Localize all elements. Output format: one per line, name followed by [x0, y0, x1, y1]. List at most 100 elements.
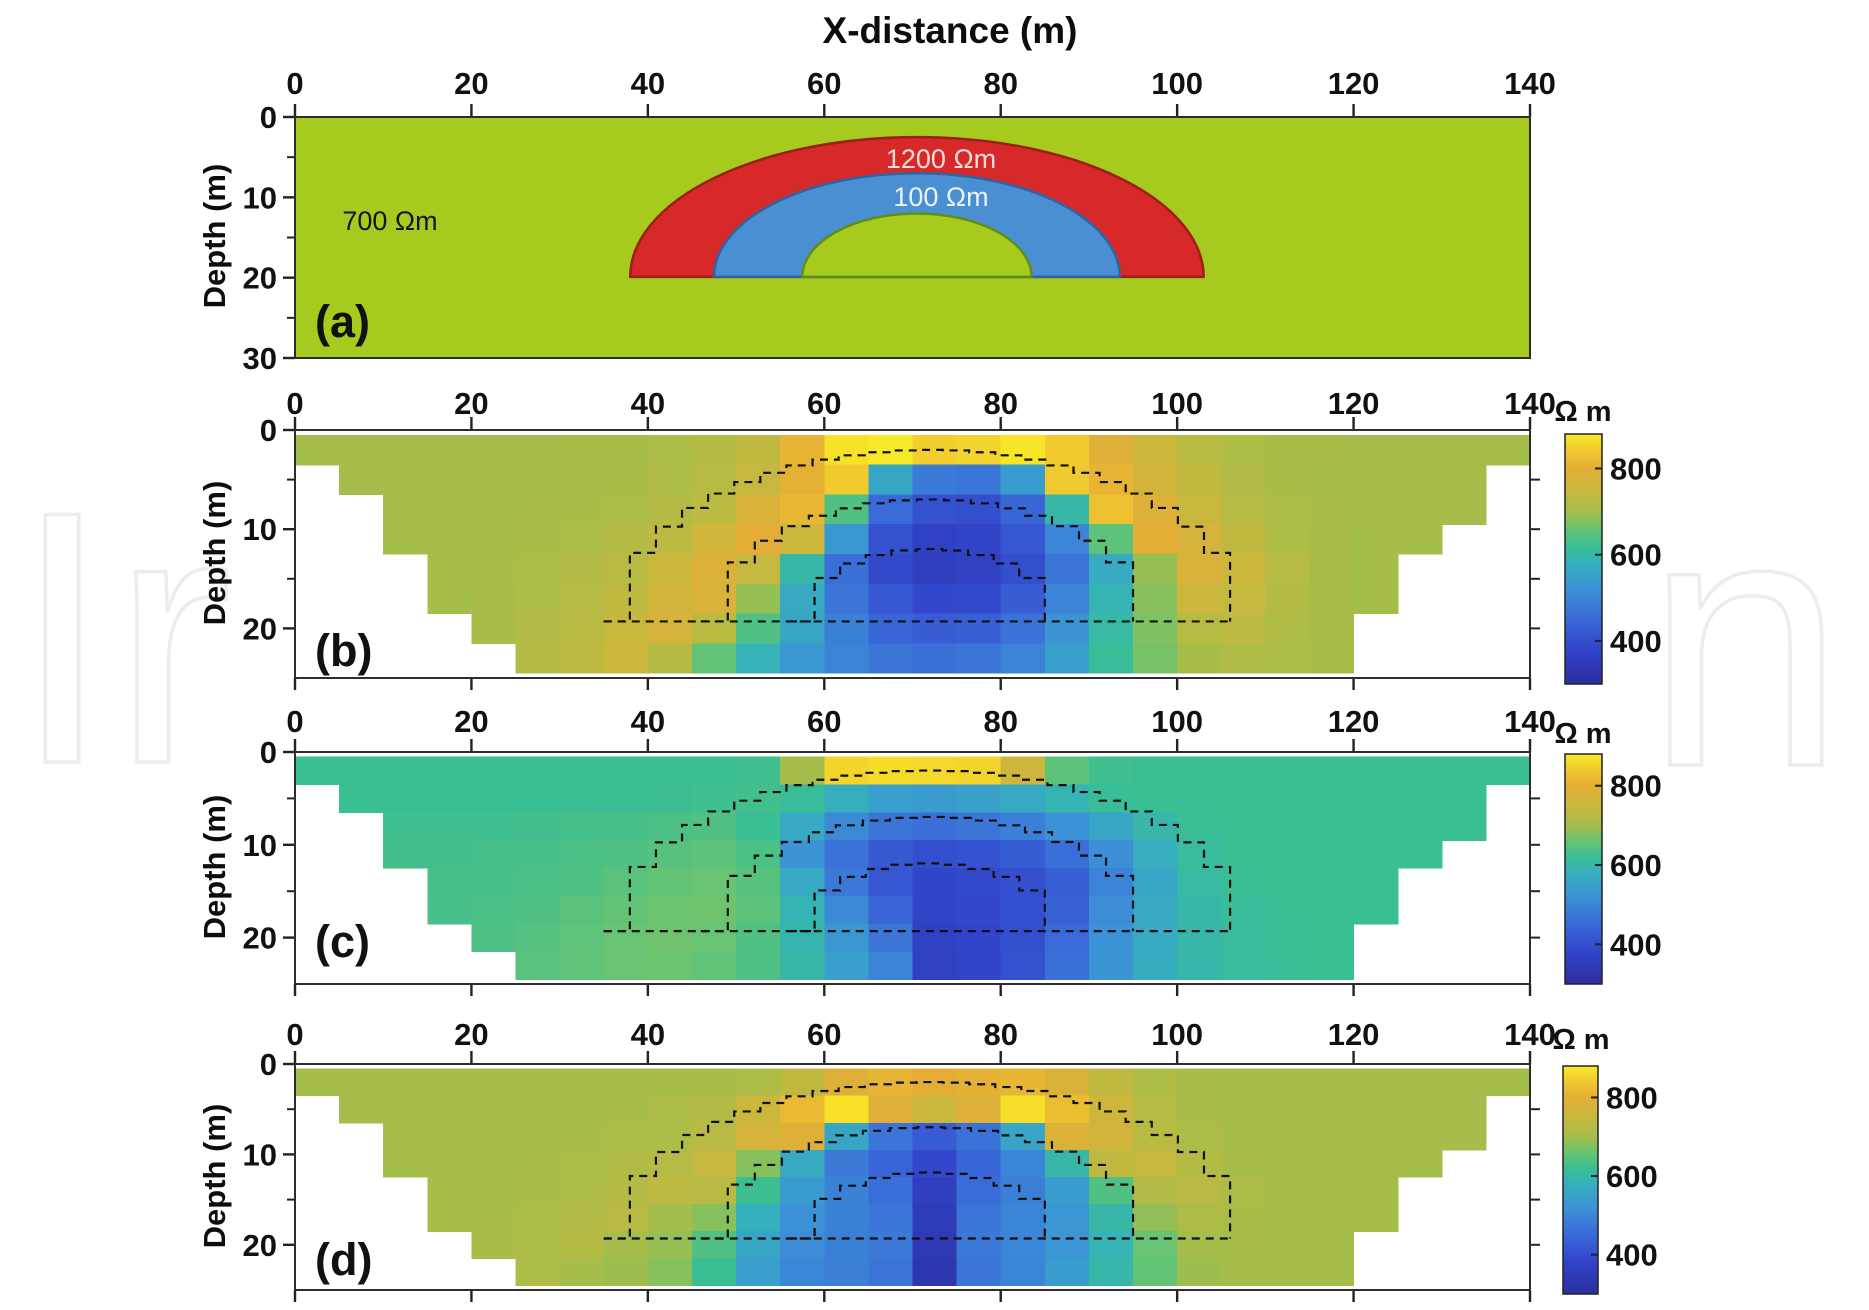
heatmap-cell — [471, 1095, 517, 1124]
heatmap-cell — [1044, 1095, 1090, 1124]
watermark-left-text: Ir — [12, 437, 232, 839]
heatmap-cell — [515, 1204, 561, 1232]
heatmap-cell — [339, 1068, 384, 1097]
heatmap-cell — [471, 613, 517, 644]
colorbar-title-d: Ω m — [1552, 1024, 1610, 1056]
heatmap-cell — [1397, 1149, 1443, 1178]
heatmap-cell — [1309, 951, 1355, 980]
heatmap-cell — [1353, 1122, 1399, 1151]
heatmap-cell — [427, 1068, 473, 1097]
heatmap-cell — [868, 1149, 914, 1178]
heatmap-cell — [780, 1204, 825, 1232]
heatmap-cell — [1000, 583, 1046, 615]
heatmap-cell — [1441, 784, 1487, 813]
heatmap-cell — [471, 895, 517, 925]
heatmap-cell — [1221, 756, 1266, 786]
heatmap-cells — [295, 434, 1531, 674]
heatmap-cell — [1441, 1095, 1487, 1124]
heatmap-cell — [868, 756, 914, 786]
heatmap-cell — [1000, 812, 1046, 841]
heatmap-cell — [427, 524, 473, 555]
heatmap-cell — [515, 840, 561, 869]
heatmap-cell — [1177, 1177, 1222, 1205]
heatmap-cell — [1133, 613, 1178, 644]
heatmap-cell — [559, 1204, 605, 1232]
heatmap-cell — [427, 895, 473, 925]
heatmap-cell — [647, 494, 693, 525]
x-tick-label: 0 — [286, 386, 303, 421]
heatmap-cell — [1044, 583, 1090, 615]
heatmap-cell — [1133, 524, 1178, 555]
heatmap-cell — [691, 1258, 737, 1287]
colorbar-title-b: Ω m — [1554, 396, 1612, 428]
heatmap-cell — [603, 951, 649, 980]
heatmap-cell — [1000, 868, 1046, 897]
heatmap-cell — [1353, 840, 1399, 869]
heatmap-cell — [1000, 1095, 1046, 1124]
heatmap-cell — [647, 554, 693, 585]
heatmap-cell — [912, 1258, 958, 1287]
x-tick-label: 80 — [983, 704, 1017, 739]
heatmap-cell — [1441, 812, 1487, 841]
heatmap-cell — [1265, 756, 1311, 786]
heatmap-cell — [1088, 1068, 1134, 1097]
heatmap-cell — [736, 1068, 781, 1097]
panel-d-heatmap: 0 20 40 60 80 100 120 140 0 10 20 800 600 400 — [243, 1017, 1658, 1302]
heatmap-cell — [912, 1204, 958, 1232]
heatmap-cell — [559, 812, 605, 841]
heatmap-cell — [1397, 812, 1443, 841]
heatmap-cell — [1000, 1204, 1046, 1232]
heatmap-cell — [1397, 524, 1443, 555]
heatmap-cell — [691, 1204, 737, 1232]
heatmap-cell — [1221, 434, 1266, 466]
heatmap-cell — [780, 1177, 825, 1205]
heatmap-cell — [603, 524, 649, 555]
heatmap-cell — [691, 923, 737, 953]
heatmap-cell — [1177, 524, 1222, 555]
heatmap-cell — [1309, 524, 1355, 555]
y-tick-label: 20 — [243, 1228, 277, 1263]
heatmap-cell — [1221, 868, 1266, 897]
heatmap-cell — [956, 434, 1002, 466]
heatmap-cell — [912, 1231, 958, 1259]
heatmap-cell — [1044, 1258, 1090, 1287]
x-tick-label: 140 — [1504, 66, 1556, 101]
x-tick-label: 20 — [454, 1017, 488, 1052]
heatmap-cell — [1044, 464, 1090, 496]
heatmap-cell — [1309, 434, 1355, 466]
heatmap-cell — [1265, 643, 1311, 674]
heatmap-cell — [1177, 613, 1222, 644]
heatmap-cell — [1044, 895, 1090, 925]
heatmap-cell — [1088, 840, 1134, 869]
heatmap-cell — [603, 895, 649, 925]
heatmap-cell — [603, 1095, 649, 1124]
heatmap-cell — [736, 643, 781, 674]
heatmap-cell — [1000, 1122, 1046, 1151]
heatmap-cell — [1088, 554, 1134, 585]
heatmap-cell — [603, 494, 649, 525]
heatmap-cell — [912, 895, 958, 925]
axis-frame — [294, 1063, 1531, 1291]
heatmap-cell — [1177, 583, 1222, 615]
colorbar-tick-label: 400 — [1610, 927, 1662, 962]
heatmap-cell — [1265, 464, 1311, 496]
y-tick-label: 10 — [243, 828, 277, 863]
heatmap-cell — [647, 1177, 693, 1205]
heatmap-cell — [824, 583, 869, 615]
heatmap-cell — [780, 1095, 825, 1124]
heatmap-cell — [824, 1122, 869, 1151]
colorbar-gradient — [1564, 753, 1603, 985]
heatmap-cell — [1265, 494, 1311, 525]
heatmap-cell — [427, 583, 473, 615]
heatmap-cell — [383, 434, 428, 466]
heatmap-cell — [1353, 554, 1399, 585]
heatmap-cell — [515, 1095, 561, 1124]
heatmap-cell — [515, 1149, 561, 1178]
heatmap-cell — [736, 1149, 781, 1178]
heatmap-cell — [1265, 951, 1311, 980]
x-tick-label: 40 — [631, 66, 665, 101]
heatmap-cell — [1133, 494, 1178, 525]
heatmap-cell — [1044, 1068, 1090, 1097]
heatmap-cell — [1221, 923, 1266, 953]
heatmap-cell — [1177, 643, 1222, 674]
